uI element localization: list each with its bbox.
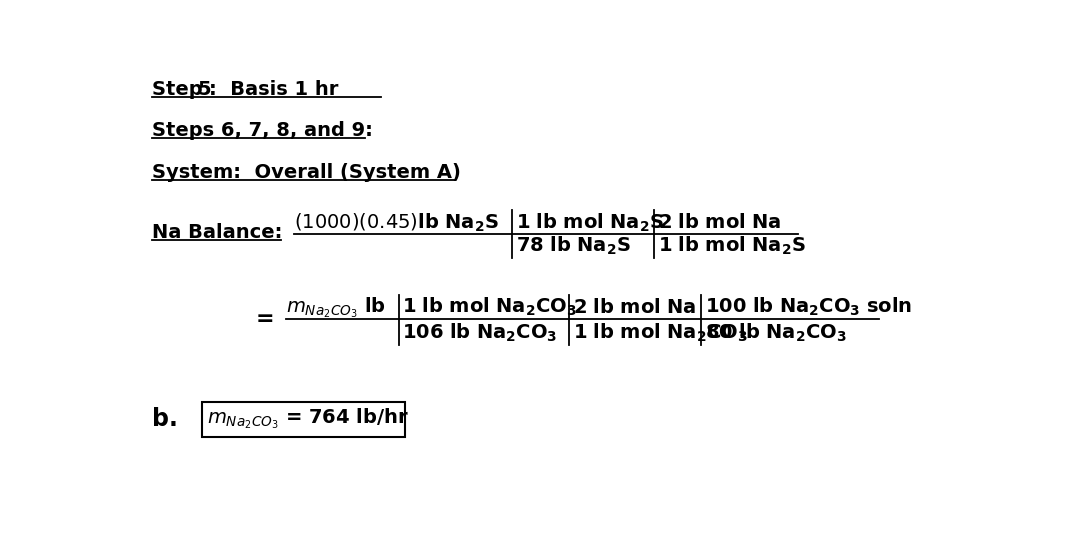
FancyBboxPatch shape bbox=[202, 402, 405, 437]
Text: $\mathbf{1\ lb\ mol\ Na_2S}$: $\mathbf{1\ lb\ mol\ Na_2S}$ bbox=[658, 234, 806, 257]
Text: Steps 6, 7, 8, and 9:: Steps 6, 7, 8, and 9: bbox=[152, 121, 373, 140]
Text: $\mathbf{1\ lb\ mol\ Na_2S}$: $\mathbf{1\ lb\ mol\ Na_2S}$ bbox=[516, 211, 664, 234]
Text: Na Balance:: Na Balance: bbox=[152, 223, 283, 242]
Text: $\mathbf{80\ lb\ Na_2CO_3}$: $\mathbf{80\ lb\ Na_2CO_3}$ bbox=[704, 321, 847, 344]
Text: $\mathbf{100\ lb\ Na_2CO_3\ soln}$: $\mathbf{100\ lb\ Na_2CO_3\ soln}$ bbox=[704, 296, 912, 319]
Text: $\mathbf{106\ lb\ Na_2CO_3}$: $\mathbf{106\ lb\ Na_2CO_3}$ bbox=[403, 321, 557, 344]
Text: Step: Step bbox=[152, 80, 210, 99]
Text: 5: 5 bbox=[197, 80, 211, 99]
Text: :  Basis 1 hr: : Basis 1 hr bbox=[208, 80, 338, 99]
Text: =: = bbox=[255, 309, 273, 329]
Text: $(1000)(0.45)\mathbf{lb\ Na_2S}$: $(1000)(0.45)\mathbf{lb\ Na_2S}$ bbox=[294, 211, 499, 234]
Text: b.: b. bbox=[152, 407, 178, 431]
Text: $\mathbf{1\ lb\ mol\ Na_2CO_3}$: $\mathbf{1\ lb\ mol\ Na_2CO_3}$ bbox=[572, 321, 747, 344]
Text: $m_{Na_2CO_3}$ lb: $m_{Na_2CO_3}$ lb bbox=[286, 295, 386, 320]
Text: $\mathbf{1\ lb\ mol\ Na_2CO_3}$: $\mathbf{1\ lb\ mol\ Na_2CO_3}$ bbox=[403, 296, 578, 319]
Text: $\mathbf{2\ lb\ mol\ Na}$: $\mathbf{2\ lb\ mol\ Na}$ bbox=[572, 298, 697, 317]
Text: System:  Overall (System A): System: Overall (System A) bbox=[152, 163, 461, 182]
Text: $\mathbf{78\ lb\ Na_2S}$: $\mathbf{78\ lb\ Na_2S}$ bbox=[516, 234, 631, 257]
Text: $m_{Na_2CO_3}$ = 764 lb/hr: $m_{Na_2CO_3}$ = 764 lb/hr bbox=[207, 406, 409, 431]
Text: $\mathbf{2\ lb\ mol\ Na}$: $\mathbf{2\ lb\ mol\ Na}$ bbox=[658, 213, 782, 232]
